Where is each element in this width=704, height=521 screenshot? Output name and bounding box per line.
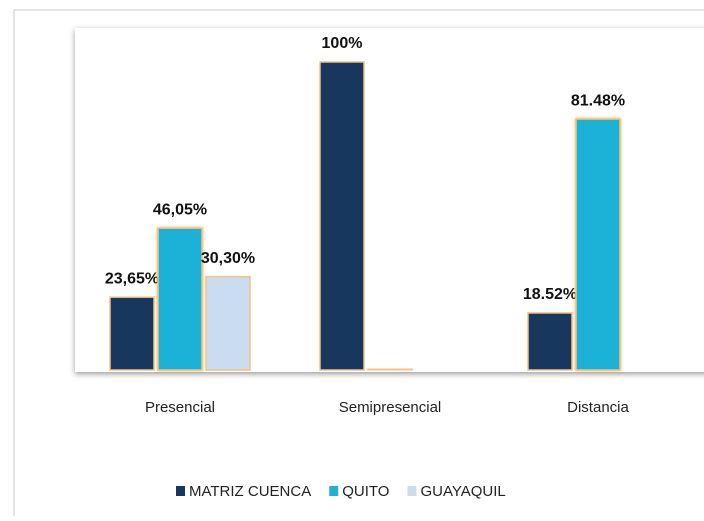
value-label: 81.48% [571,92,625,109]
bar [575,118,621,371]
legend-swatch [176,486,185,496]
legend-swatch [407,486,417,496]
legend-label: QUITO [342,483,389,500]
bar [527,312,573,371]
legend-label: GUAYAQUIL [420,483,505,500]
legend-label: MATRIZ CUENCA [189,483,311,500]
bar [157,227,203,371]
legend: MATRIZ CUENCA QUITO GUAYAQUIL [176,483,506,500]
bar [319,61,365,371]
legend-swatch [329,486,339,496]
value-label: 100% [322,35,363,52]
x-tick-label: Distancia [567,399,629,416]
bar [205,275,251,371]
bar [367,368,413,371]
x-tick-label: Presencial [145,399,215,416]
value-label: 18.52% [523,286,577,303]
value-label: 46,05% [153,201,207,218]
bar [109,296,155,371]
x-tick-label: Semipresencial [339,399,442,416]
value-label: 23,65% [105,270,159,287]
value-label: 30,30% [201,250,255,267]
